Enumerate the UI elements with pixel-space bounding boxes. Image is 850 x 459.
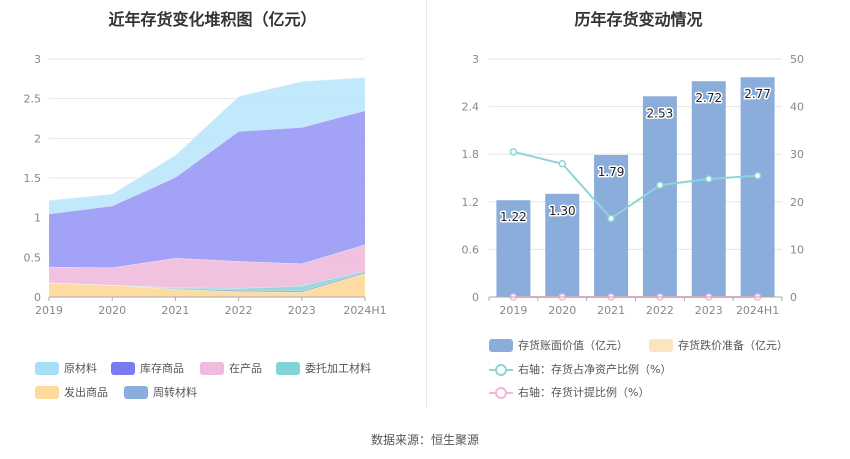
x-tick-label: 2024H1	[343, 304, 386, 317]
legend-line-marker	[489, 386, 513, 399]
bar-data-label: 2.77	[744, 87, 771, 101]
legend-swatch	[124, 385, 148, 399]
legend-item-consigned-processing[interactable]: 委托加工材料	[276, 360, 371, 376]
y-tick-label: 0	[34, 291, 41, 304]
line-point	[656, 181, 664, 189]
legend-swatch	[489, 338, 513, 352]
y-right-tick-label: 20	[790, 196, 804, 209]
legend-label: 发出商品	[64, 386, 108, 399]
bar	[740, 77, 775, 297]
legend-item-raw-materials[interactable]: 原材料	[35, 360, 97, 376]
legend-item-finished-goods[interactable]: 库存商品	[111, 360, 184, 376]
x-tick-label: 2020	[548, 304, 576, 317]
line-point	[705, 175, 713, 183]
bar-data-label: 1.30	[549, 204, 576, 218]
legend-label: 右轴：存货计提比例（%）	[518, 386, 650, 399]
legend-label: 右轴：存货占净资产比例（%）	[518, 363, 672, 376]
legend-item-goods-shipped[interactable]: 发出商品	[35, 384, 108, 400]
x-tick-label: 2019	[35, 304, 63, 317]
legend-swatch	[276, 361, 300, 375]
x-tick-label: 2024H1	[736, 304, 779, 317]
y-tick-label: 2.5	[24, 93, 42, 106]
x-tick-label: 2020	[98, 304, 126, 317]
chart-title: 近年存货变化堆积图（亿元）	[108, 10, 317, 29]
bar	[545, 193, 580, 297]
bar	[642, 96, 677, 297]
x-tick-label: 2022	[225, 304, 253, 317]
y-right-tick-label: 40	[790, 101, 804, 114]
y-tick-label: 2	[34, 132, 41, 145]
legend-swatch	[111, 361, 135, 375]
x-tick-label: 2023	[288, 304, 316, 317]
legend-item-provision-ratio[interactable]: 右轴：存货计提比例（%）	[489, 384, 649, 400]
stacked-area-chart-panel: 近年存货变化堆积图（亿元） 0 0.5 1 1.5 2 2.5 3 2019 2020 2021 2…	[0, 0, 425, 410]
legend-item-ratio-to-net-assets[interactable]: 右轴：存货占净资产比例（%）	[489, 361, 671, 377]
line-ratio-net-assets	[513, 150, 758, 220]
y-left-tick-label: 3	[472, 53, 479, 66]
y-left-tick-label: 0.6	[462, 243, 480, 256]
bar	[691, 81, 726, 297]
line-point	[509, 148, 518, 156]
legend-swatch	[649, 338, 673, 352]
x-tick-label: 2023	[695, 304, 723, 317]
stacked-area-chart: 0 0.5 1 1.5 2 2.5 3 2019 2020 2021 2022 2023 2024H1	[24, 53, 387, 317]
legend-swatch	[35, 385, 59, 399]
area-series-edge	[48, 76, 366, 201]
legend-label: 存货账面价值（亿元）	[518, 339, 628, 352]
bar-data-label: 1.79	[598, 165, 625, 179]
inventory-bar-line-chart-panel: 历年存货变动情况 0 0 0.6 10 1.2 20 1.8 30 2.4 40 3 50 1.22 1.…	[427, 0, 850, 410]
legend-line-marker	[489, 363, 513, 376]
legend-label: 在产品	[229, 362, 262, 375]
chart-title: 历年存货变动情况	[574, 10, 703, 29]
bar-data-label: 1.22	[500, 210, 527, 224]
y-right-tick-label: 10	[790, 243, 804, 256]
legend-label: 存货跌价准备（亿元）	[678, 339, 788, 352]
area-series	[49, 273, 365, 297]
legend-label: 库存商品	[140, 362, 184, 375]
bar	[496, 200, 531, 297]
legend-label: 原材料	[64, 362, 97, 375]
legend-swatch	[200, 361, 224, 375]
legend-item-book-value[interactable]: 存货账面价值（亿元）	[489, 337, 628, 353]
y-left-tick-label: 1.2	[462, 196, 480, 209]
bar-line-chart: 0 0 0.6 10 1.2 20 1.8 30 2.4 40 3 50 1.22 1.30 1.79 2.5…	[462, 53, 805, 317]
y-left-tick-label: 2.4	[462, 101, 480, 114]
y-tick-label: 1.5	[24, 172, 42, 185]
legend-swatch	[35, 361, 59, 375]
y-right-tick-label: 30	[790, 148, 804, 161]
legend-item-work-in-progress[interactable]: 在产品	[200, 360, 262, 376]
line-point	[558, 159, 566, 168]
legend-item-turnover-materials[interactable]: 周转材料	[124, 384, 197, 400]
y-left-tick-label: 1.8	[462, 148, 480, 161]
y-tick-label: 1	[34, 212, 41, 225]
data-source-note: 数据来源：恒生聚源	[370, 433, 479, 447]
legend-item-impairment-provision[interactable]: 存货跌价准备（亿元）	[649, 337, 788, 353]
area-series	[49, 77, 365, 214]
area-series	[49, 110, 365, 268]
x-tick-label: 2021	[161, 304, 189, 317]
y-tick-label: 3	[34, 53, 41, 66]
x-tick-label: 2022	[646, 304, 674, 317]
legend-label: 周转材料	[153, 386, 197, 399]
legend-label: 委托加工材料	[305, 362, 371, 375]
y-tick-label: 0.5	[24, 251, 42, 264]
line-point	[607, 214, 615, 223]
y-right-tick-label: 0	[790, 291, 797, 304]
y-left-tick-label: 0	[472, 291, 479, 304]
x-tick-label: 2019	[499, 304, 527, 317]
bar-data-label: 2.72	[695, 91, 722, 105]
y-right-tick-label: 50	[790, 53, 804, 66]
x-tick-label: 2021	[597, 304, 625, 317]
bar	[594, 154, 629, 297]
panel-divider	[426, 0, 427, 408]
line-point	[753, 171, 762, 180]
area-series	[49, 244, 365, 289]
bar-data-label: 2.53	[647, 106, 674, 120]
